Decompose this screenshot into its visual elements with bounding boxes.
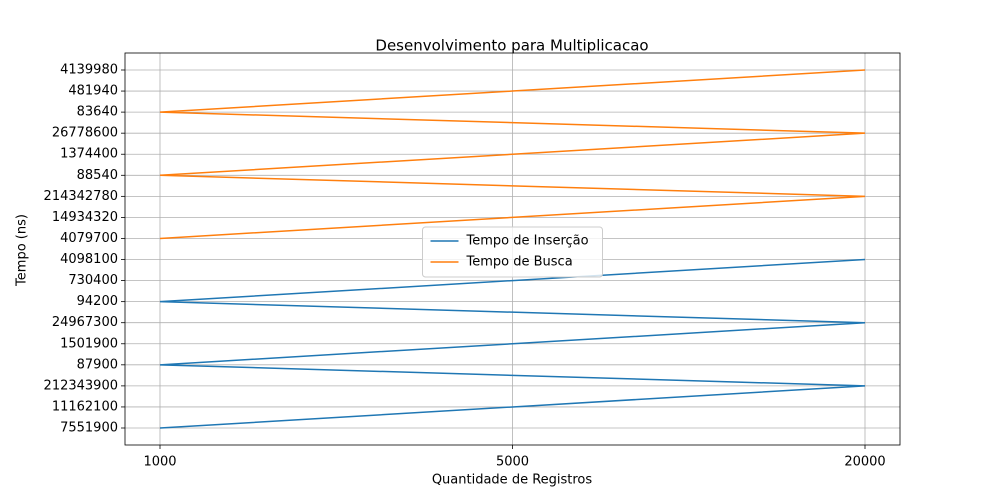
legend: Tempo de Inserção Tempo de Busca (422, 226, 603, 278)
y-tick-label: 1501900 (60, 336, 118, 351)
series-line (159, 69, 866, 240)
y-tick-label: 87900 (77, 357, 118, 372)
x-tick-label: 20000 (844, 455, 885, 470)
x-axis-label: Quantidade de Registros (432, 473, 593, 488)
y-tick-label: 481940 (68, 84, 118, 99)
legend-label: Tempo de Busca (466, 255, 573, 270)
y-tick-label: 4139980 (60, 63, 118, 78)
y-tick-label: 94200 (77, 294, 118, 309)
y-tick-label: 4079700 (60, 231, 118, 246)
y-tick-label: 7551900 (60, 421, 118, 436)
x-tick-label: 5000 (496, 455, 529, 470)
chart-title: Desenvolvimento para Multiplicacao (375, 37, 648, 55)
x-tick-label: 1000 (143, 455, 176, 470)
y-axis-label: Tempo (ns) (15, 214, 30, 287)
y-tick-label: 1374400 (60, 147, 118, 162)
y-tick-label: 4098100 (60, 252, 118, 267)
y-tick-label: 212343900 (44, 378, 118, 393)
y-tick-label: 24967300 (52, 315, 118, 330)
legend-box (422, 226, 603, 278)
legend-label: Tempo de Inserção (466, 234, 589, 249)
plot-frame (124, 52, 901, 446)
y-tick-label: 26778600 (52, 126, 118, 141)
y-tick-label: 88540 (77, 168, 118, 183)
y-tick-label: 11162100 (52, 399, 118, 414)
y-tick-label: 730400 (68, 273, 118, 288)
y-tick-label: 214342780 (44, 189, 118, 204)
series-line (159, 258, 866, 429)
y-tick-label: 14934320 (52, 210, 118, 225)
y-tick-label: 83640 (77, 105, 118, 120)
